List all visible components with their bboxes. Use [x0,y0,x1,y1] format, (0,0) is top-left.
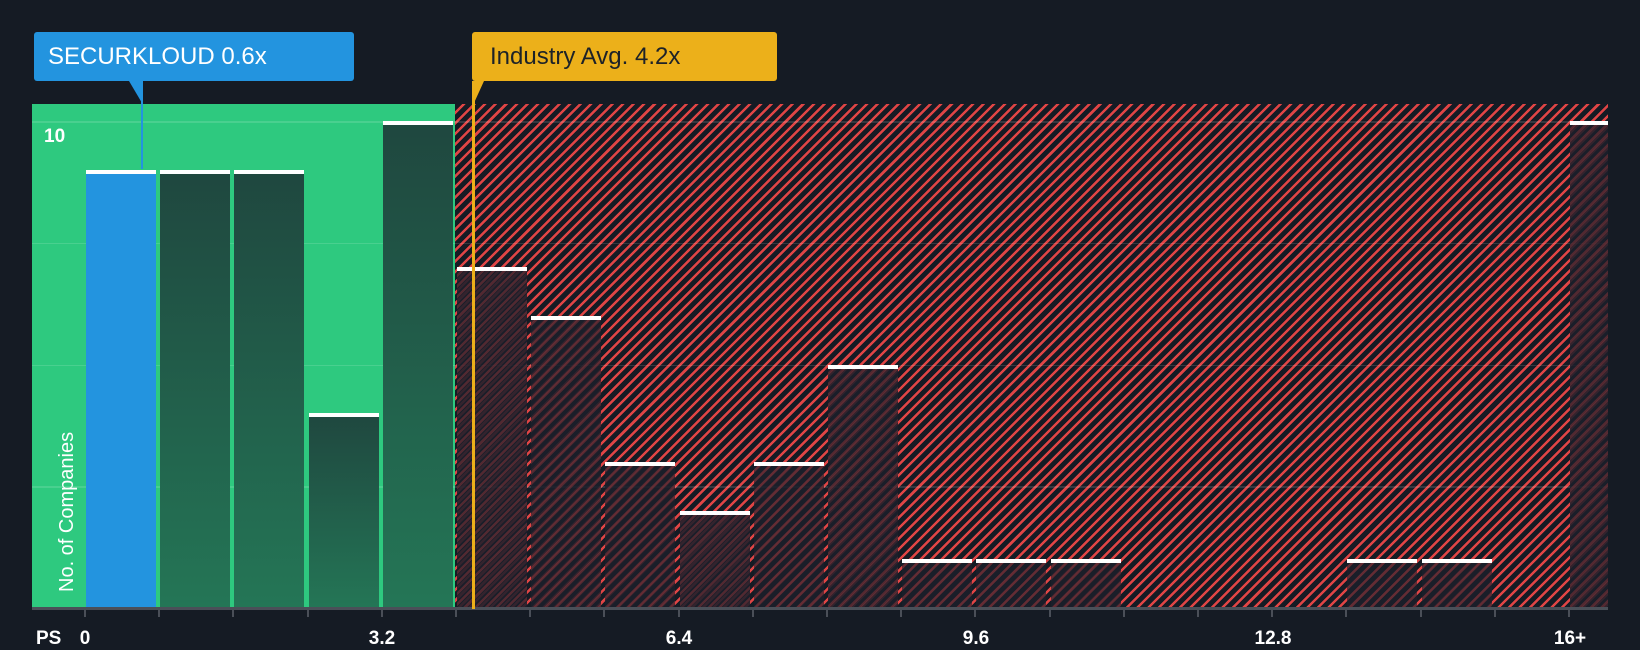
company-callout: SECURKLOUD 0.6x [34,32,354,81]
y-axis-label: No. of Companies [56,431,78,592]
bar-cap [86,169,156,174]
x-tick-label: 9.6 [962,628,990,649]
bar-cap [160,169,231,174]
histogram-bar [531,315,602,609]
bar-cap [382,121,453,125]
x-tick [1419,609,1422,617]
x-tick [158,609,161,617]
bar-cap [902,559,973,564]
x-tick [1122,609,1125,617]
x-tick [603,609,606,617]
histogram-bar [1421,559,1492,609]
bar-cap [1570,121,1608,125]
histogram-bar [457,267,527,609]
x-tick [1271,609,1274,617]
x-tick [306,609,309,617]
bar-cap [531,315,602,320]
company-marker-line [141,81,143,169]
x-tick [1493,609,1496,617]
x-tick [1568,609,1570,617]
histogram-bar [160,169,231,609]
histogram-bar [605,461,676,609]
x-tick [677,609,680,617]
gridline [32,364,1608,366]
histogram-bar [753,461,824,609]
y-tick-10: 10 [44,126,66,147]
histogram-bar [1347,559,1418,609]
x-tick [1345,609,1348,617]
company-bar [86,169,156,609]
industry-callout: Industry Avg. 4.2x [472,32,777,81]
above-average-zone [455,104,1608,609]
x-tick [900,609,903,617]
x-axis-line [32,607,1608,610]
histogram-bar [976,559,1047,609]
histogram-bar [828,364,898,609]
x-tick [84,609,86,617]
x-tick [455,609,457,617]
x-tick-label: 0 [79,628,91,649]
x-tick-label: 6.4 [665,628,693,649]
histogram-bar [902,559,973,609]
histogram-bar [234,169,305,609]
industry-callout-tail [474,81,484,103]
x-tick [232,609,235,617]
company-callout-tail [129,81,142,103]
x-axis-name: PS [36,628,62,649]
industry-average-line [472,81,475,609]
histogram-bar [679,510,750,609]
gridline [32,242,1608,245]
bar-cap [1050,559,1121,564]
bar-cap [457,267,527,272]
histogram-bar [1570,121,1608,609]
histogram-bar [382,121,453,609]
chart-plot-area [32,104,1608,609]
x-tick [529,609,532,617]
x-tick [1048,609,1051,617]
bar-cap [234,169,305,174]
bar-cap [976,559,1047,564]
bar-cap [679,510,750,515]
x-tick [826,609,828,617]
bar-cap [1421,559,1492,564]
x-tick [380,609,383,617]
x-tick-label: 12.8 [1254,628,1292,649]
histogram-bar [308,413,379,609]
bar-cap [605,461,676,466]
bar-cap [828,364,898,369]
x-tick-label: 3.2 [368,628,396,649]
histogram-bar [1050,559,1121,609]
bar-cap [753,461,824,466]
x-tick [974,609,977,617]
bar-cap [308,413,379,418]
x-tick [1197,609,1199,617]
bar-cap [1347,559,1418,564]
x-tick [751,609,754,617]
gridline [32,121,1608,123]
x-tick-label: 16+ [1553,628,1587,649]
